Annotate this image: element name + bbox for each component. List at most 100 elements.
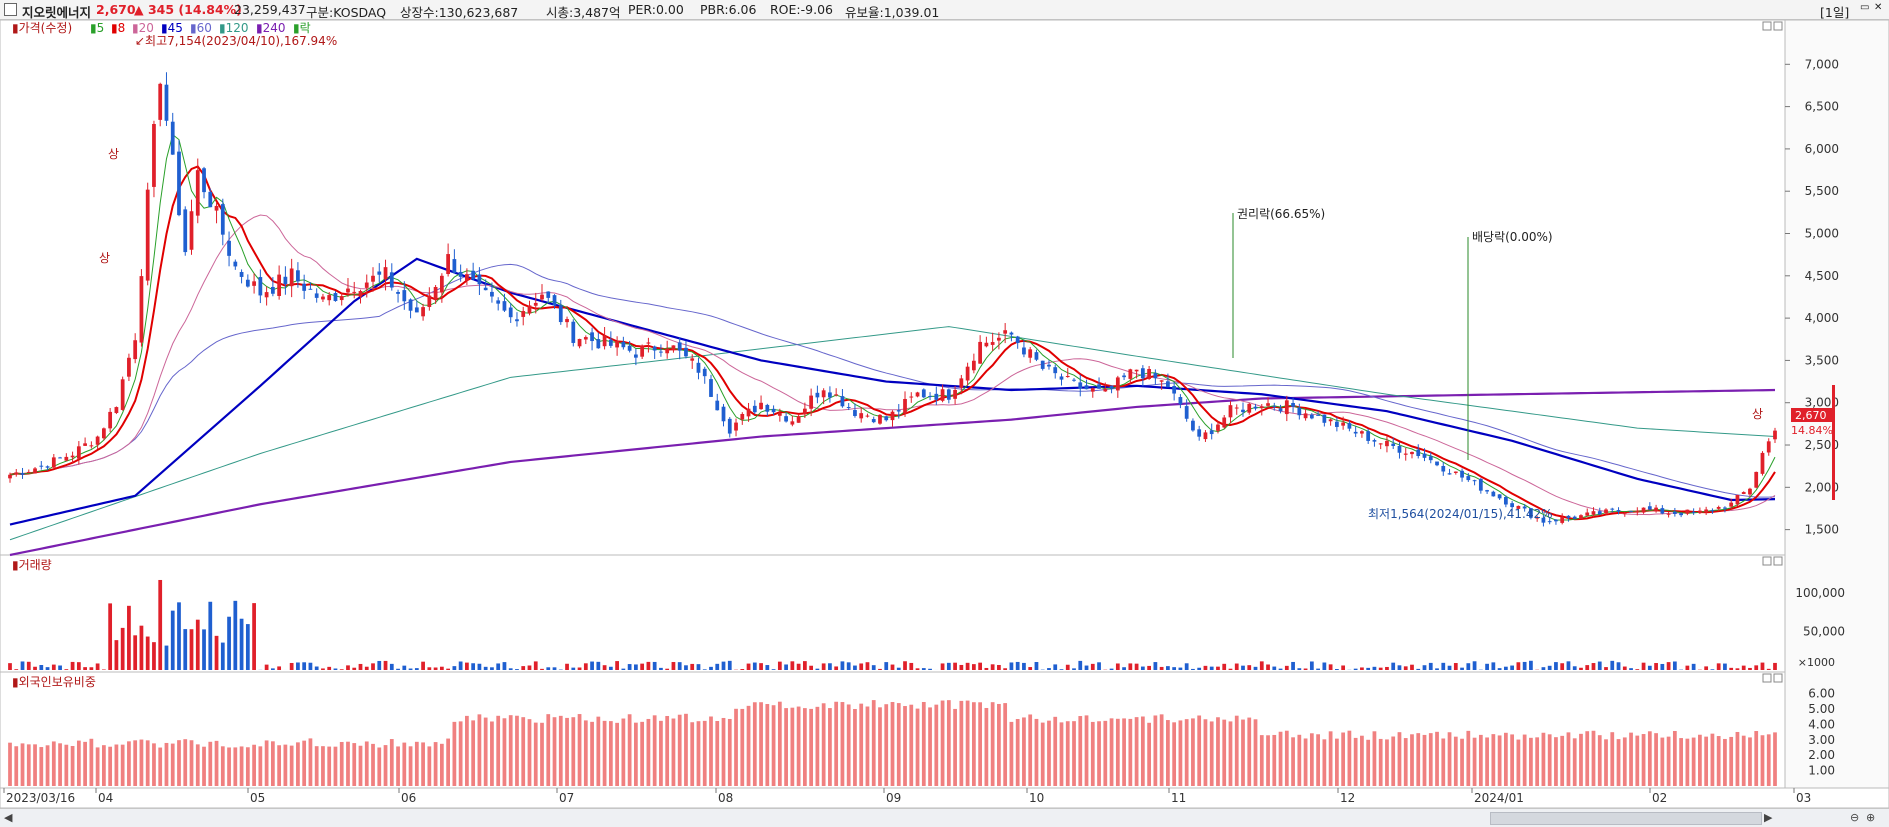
foreign-bar	[1398, 732, 1402, 786]
foreign-bar	[1147, 723, 1151, 786]
scroll-right-icon[interactable]: ▶	[1764, 811, 1772, 824]
zoom-in-icon[interactable]: ⊕	[1866, 811, 1875, 824]
select-checkbox[interactable]	[4, 3, 17, 16]
foreign-bar	[108, 747, 112, 786]
candle-body	[459, 272, 463, 277]
foreign-bar	[528, 719, 532, 786]
volume-bar	[1322, 663, 1326, 670]
scroll-thumb[interactable]	[1490, 812, 1762, 825]
stock-chart[interactable]: 1,5002,0002,5003,0003,5004,0004,5005,000…	[0, 19, 1889, 808]
candle-body	[515, 319, 519, 321]
foreign-bar	[803, 708, 807, 786]
candle-body	[1460, 471, 1464, 478]
candle-body	[991, 342, 995, 345]
candle-body	[402, 290, 406, 301]
volume-bar	[21, 661, 25, 670]
volume-bar	[202, 629, 206, 670]
foreign-bar	[697, 721, 701, 786]
volume-bar	[503, 662, 507, 670]
foreign-bar	[409, 746, 413, 786]
volume-bar	[891, 665, 895, 670]
foreign-bar	[596, 717, 600, 786]
volume-bar	[1360, 667, 1364, 670]
date-label: 05	[250, 791, 265, 805]
price-tick-label: 5,000	[1805, 227, 1839, 241]
candle-body	[934, 394, 938, 400]
foreign-bar	[1385, 739, 1389, 786]
volume-bar	[1454, 663, 1458, 670]
volume-bar	[208, 602, 212, 670]
volume-bar	[371, 663, 375, 670]
candle-body	[822, 390, 826, 397]
scroll-bar[interactable]: ◀ ▶ ⊖ ⊕	[0, 808, 1889, 827]
foreign-bar	[647, 719, 651, 786]
candle-body	[1573, 517, 1577, 519]
volume-bar	[1754, 665, 1758, 670]
foreign-bar	[8, 743, 12, 786]
volume-bar	[596, 662, 600, 670]
foreign-bar	[146, 740, 150, 786]
candle-body	[1692, 512, 1696, 513]
foreign-bar	[1491, 734, 1495, 786]
scroll-left-icon[interactable]: ◀	[4, 811, 12, 824]
volume-bar	[465, 663, 469, 670]
volume-bar	[790, 661, 794, 670]
foreign-bar	[1711, 734, 1715, 786]
volume-bar	[941, 663, 945, 670]
volume-bar	[1279, 669, 1283, 670]
foreign-bar	[903, 706, 907, 786]
candle-body	[246, 280, 250, 287]
close-icon[interactable]: ✕	[1874, 2, 1882, 13]
candle-body	[928, 396, 932, 397]
foreign-bar	[747, 706, 751, 786]
candle-body	[83, 443, 87, 446]
foreign-bar	[165, 743, 169, 786]
foreign-bar	[221, 746, 225, 786]
minimize-icon[interactable]: ▭	[1860, 2, 1869, 13]
foreign-bar	[985, 708, 989, 786]
foreign-bar	[1366, 740, 1370, 786]
candle-body	[872, 419, 876, 422]
foreign-bar	[1266, 735, 1270, 786]
zoom-out-icon[interactable]: ⊖	[1850, 811, 1859, 824]
volume-bar	[509, 668, 513, 670]
volume-bar	[1660, 664, 1664, 670]
candle-body	[1172, 386, 1176, 394]
volume-bar	[1022, 663, 1026, 670]
candle-body	[1210, 430, 1214, 434]
volume-bar	[1517, 662, 1521, 670]
candle-body	[427, 296, 431, 307]
volume-bar	[1122, 667, 1126, 670]
candle-body	[1441, 466, 1445, 471]
candle-body	[966, 367, 970, 381]
foreign-bar	[1698, 735, 1702, 786]
candle-body	[221, 204, 225, 235]
candle-body	[415, 307, 419, 312]
volume-bar	[772, 669, 776, 670]
candle-body	[1028, 349, 1032, 357]
volume-bar	[903, 661, 907, 670]
volume-bar	[1473, 661, 1477, 670]
candle-body	[684, 348, 688, 356]
volume-bar	[340, 669, 344, 670]
volume-bar	[1441, 663, 1445, 670]
foreign-bar	[1128, 719, 1132, 786]
foreign-bar	[177, 740, 181, 786]
volume-bar	[809, 666, 813, 670]
foreign-bar	[89, 739, 93, 786]
volume-bar	[133, 635, 137, 670]
legend-ex: ▮락	[293, 21, 311, 35]
candle-body	[252, 281, 256, 286]
foreign-bar	[621, 719, 625, 786]
foreign-bar	[1517, 740, 1521, 786]
candle-body	[790, 421, 794, 424]
volume-bar	[1179, 668, 1183, 670]
volume-bar	[1729, 668, 1733, 670]
foreign-bar	[1685, 739, 1689, 786]
candle-body	[715, 401, 719, 411]
candle-body	[1085, 385, 1089, 389]
candle-body	[290, 268, 294, 286]
candle-body	[440, 276, 444, 293]
foreign-bar	[891, 702, 895, 786]
candle-body	[709, 379, 713, 397]
